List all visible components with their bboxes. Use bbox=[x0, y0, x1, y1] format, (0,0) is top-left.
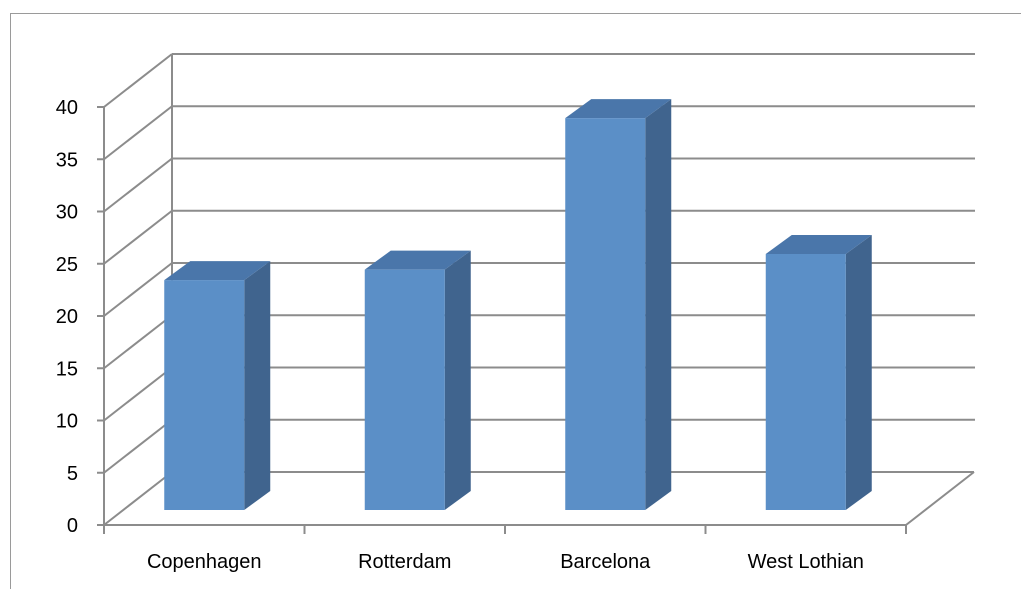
side-gridline-30 bbox=[103, 157, 173, 213]
y-tick-label: 40 bbox=[56, 97, 78, 119]
side-gridline-5 bbox=[103, 418, 173, 474]
bar-top-face bbox=[565, 99, 672, 119]
bar-copenhagen bbox=[164, 261, 271, 510]
x-category-label: Rotterdam bbox=[358, 551, 451, 573]
bars bbox=[164, 99, 872, 510]
side-gridline-40 bbox=[103, 53, 173, 108]
side-gridline-35 bbox=[103, 105, 173, 161]
y-tick-label: 15 bbox=[56, 358, 78, 380]
bar-side-face bbox=[845, 234, 872, 510]
y-tick-label: 35 bbox=[56, 149, 78, 171]
bar-top-face bbox=[164, 261, 271, 281]
bar-front-face bbox=[164, 280, 245, 510]
side-gridline-0 bbox=[103, 471, 173, 526]
bar-front-face bbox=[765, 253, 846, 510]
y-tick-label: 25 bbox=[56, 254, 78, 276]
side-gridline-25 bbox=[103, 209, 173, 265]
bar-barcelona bbox=[565, 99, 672, 510]
y-tick-label: 5 bbox=[67, 463, 78, 485]
y-tick-label: 20 bbox=[56, 306, 78, 328]
axes bbox=[97, 106, 907, 534]
x-category-label: Copenhagen bbox=[147, 551, 262, 573]
side-gridline-20 bbox=[103, 262, 173, 317]
x-category-label: West Lothian bbox=[748, 551, 864, 573]
side-gridline-10 bbox=[103, 366, 173, 422]
y-axis-tick-labels: 0 5 10 15 20 25 30 35 40 bbox=[56, 97, 78, 537]
bar-side-face bbox=[444, 250, 471, 510]
y-tick-label: 30 bbox=[56, 202, 78, 224]
bar-west-lothian bbox=[765, 234, 872, 510]
chart-area bbox=[10, 13, 1021, 589]
bar-front-face bbox=[364, 269, 445, 510]
y-tick-label: 0 bbox=[67, 515, 78, 537]
floor-right-edge bbox=[905, 471, 975, 526]
bar-top-face bbox=[765, 234, 872, 254]
side-gridline-15 bbox=[103, 314, 173, 370]
bar-side-face bbox=[645, 99, 672, 510]
x-category-label: Barcelona bbox=[560, 551, 651, 573]
bar-side-face bbox=[244, 261, 271, 510]
x-axis-category-labels: Copenhagen Rotterdam Barcelona West Lothian bbox=[147, 551, 864, 573]
bar-rotterdam bbox=[364, 250, 471, 510]
bar-top-face bbox=[364, 250, 471, 270]
y-tick-label: 10 bbox=[56, 411, 78, 433]
bar-front-face bbox=[565, 118, 646, 510]
